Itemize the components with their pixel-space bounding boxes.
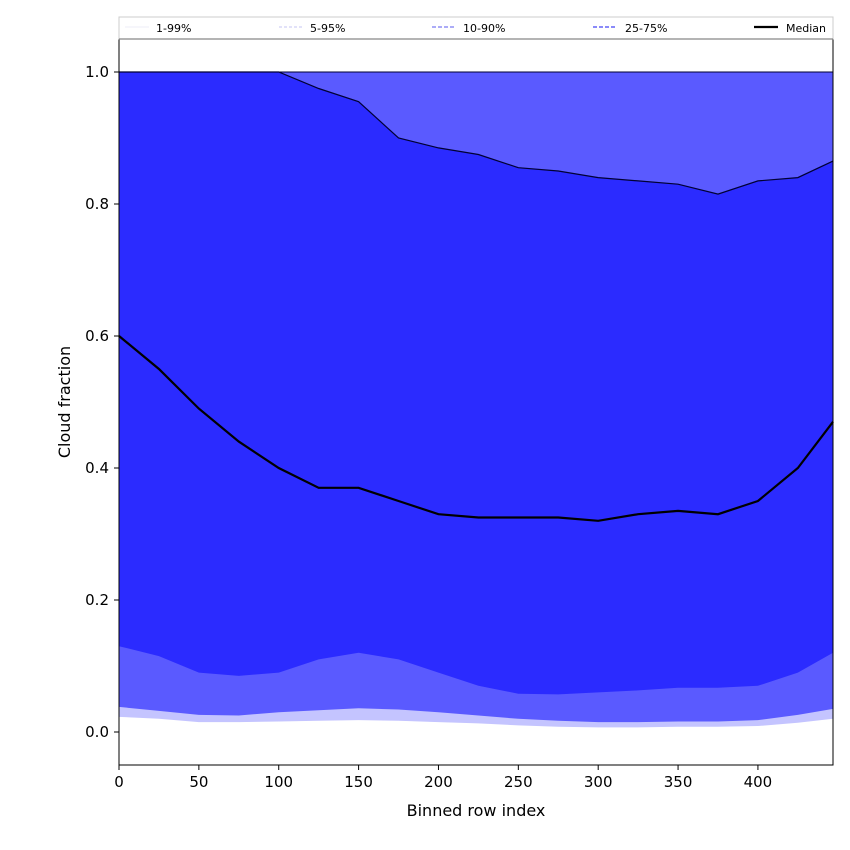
x-tick-label: 250 bbox=[504, 773, 533, 791]
y-tick-label: 0.8 bbox=[85, 195, 109, 213]
legend: 1-99% 5-95% 10-90% 25-75% Median bbox=[118, 16, 834, 40]
x-tick-label: 100 bbox=[264, 773, 293, 791]
band-25-75-area bbox=[119, 72, 833, 695]
y-tick-label: 0.6 bbox=[85, 327, 109, 345]
legend-label: Median bbox=[786, 22, 826, 35]
legend-label: 1-99% bbox=[156, 22, 191, 35]
x-axis: 0 50 100 150 200 250 300 350 400 bbox=[114, 765, 772, 791]
x-tick-label: 200 bbox=[424, 773, 453, 791]
y-axis: 0.0 0.2 0.4 0.6 0.8 1.0 bbox=[85, 63, 119, 741]
y-tick-label: 1.0 bbox=[85, 63, 109, 81]
median-layer bbox=[118, 335, 834, 522]
x-tick-label: 0 bbox=[114, 773, 124, 791]
legend-label: 5-95% bbox=[310, 22, 345, 35]
x-tick-label: 50 bbox=[189, 773, 208, 791]
y-tick-label: 0.0 bbox=[85, 723, 109, 741]
x-axis-label: Binned row index bbox=[407, 801, 546, 820]
legend-label: 10-90% bbox=[463, 22, 505, 35]
median-line bbox=[118, 335, 834, 522]
percentile-bands bbox=[119, 71, 834, 731]
x-tick-label: 150 bbox=[344, 773, 373, 791]
y-axis-label: Cloud fraction bbox=[55, 346, 74, 458]
legend-label: 25-75% bbox=[625, 22, 667, 35]
y-tick-label: 0.2 bbox=[85, 591, 109, 609]
y-tick-label: 0.4 bbox=[85, 459, 109, 477]
x-tick-label: 400 bbox=[744, 773, 773, 791]
x-tick-label: 300 bbox=[584, 773, 613, 791]
x-tick-label: 350 bbox=[664, 773, 693, 791]
